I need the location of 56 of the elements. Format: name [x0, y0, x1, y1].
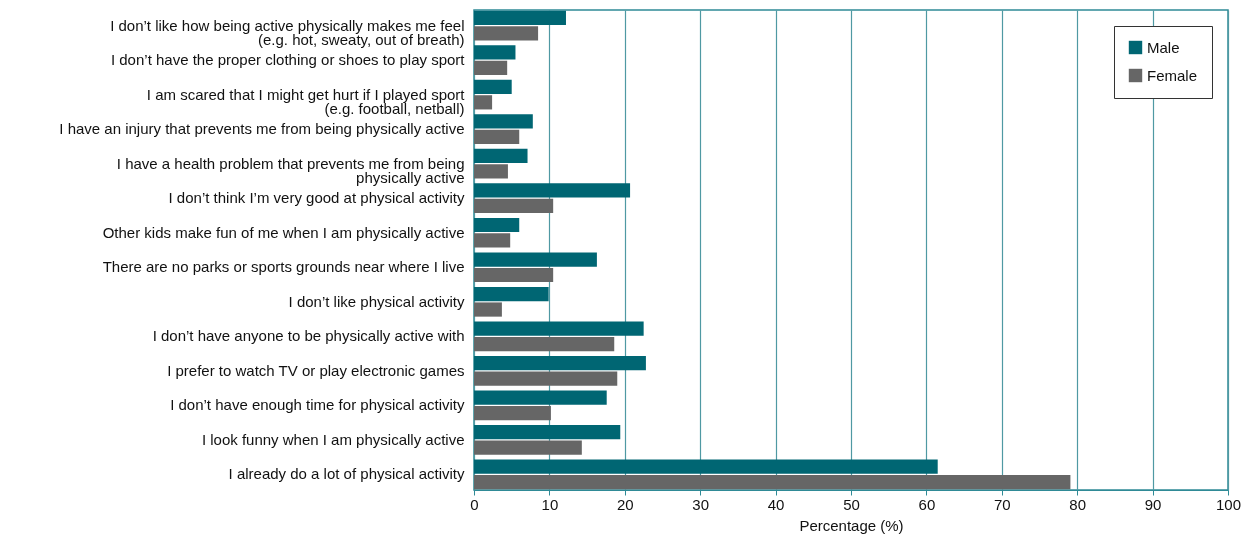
x-tick-label: 0 — [470, 495, 479, 513]
x-tick-label: 80 — [1069, 495, 1087, 513]
y-tick-label: I already do a lot of physical activity — [228, 465, 465, 483]
bar — [474, 440, 582, 455]
bar — [474, 95, 493, 110]
x-tick-label: 60 — [918, 495, 936, 513]
bar — [474, 26, 539, 41]
bar — [474, 425, 621, 440]
bar — [474, 79, 512, 94]
legend-label: Female — [1147, 66, 1198, 84]
y-tick-label: I am scared that I might get hurt if I played sport (e.g. football, netball) — [146, 85, 466, 117]
bar — [474, 406, 551, 421]
bar — [474, 302, 502, 317]
bar — [474, 198, 554, 214]
bar — [474, 217, 520, 233]
bar — [474, 114, 533, 129]
y-tick-label: I prefer to watch TV or play electronic games — [167, 361, 465, 379]
y-tick-label: I don’t have the proper clothing or shoes to play sport — [110, 51, 466, 69]
bar — [474, 45, 516, 60]
x-tick-label: 100 — [1215, 495, 1242, 513]
x-axis-title: Percentage (%) — [799, 516, 904, 534]
y-tick-label: Other kids make fun of me when I am physically active — [102, 223, 465, 241]
bar — [474, 390, 607, 405]
x-tick-label: 10 — [541, 495, 559, 513]
y-tick-label: I don’t like physical activity — [288, 292, 465, 310]
bar — [474, 183, 631, 198]
x-tick-label: 70 — [993, 495, 1011, 513]
bar — [474, 371, 618, 386]
x-tick-label: 30 — [692, 495, 710, 513]
y-tick-label: I look funny when I am physically active — [201, 430, 465, 448]
y-tick-label: I don’t think I’m very good at physical activity — [168, 189, 465, 207]
bar — [474, 233, 511, 248]
x-tick-label: 90 — [1144, 495, 1162, 513]
bar — [474, 267, 554, 283]
bar — [474, 60, 508, 75]
y-tick-label: I don’t have enough time for physical activity — [170, 396, 465, 414]
bar — [474, 129, 520, 144]
y-tick-label: There are no parks or sports grounds near where I live — [102, 258, 465, 276]
bar — [474, 10, 566, 25]
y-tick-label: I have a health problem that prevents me from being physically active — [116, 154, 465, 186]
x-tick-label: 20 — [616, 495, 634, 513]
y-tick-label: I don’t like how being active physically makes me feel (e.g. hot, sweaty, out of breath) — [110, 16, 465, 48]
bar — [474, 459, 938, 474]
bar — [474, 321, 644, 336]
bar — [474, 356, 646, 371]
bar — [474, 475, 1071, 490]
x-tick-label: 40 — [767, 495, 785, 513]
bar — [474, 252, 597, 267]
y-tick-label: I don’t have anyone to be physically active with — [152, 327, 465, 345]
y-tick-label: I have an injury that prevents me from being physically active — [59, 120, 465, 138]
bar — [474, 336, 615, 352]
x-tick-label: 50 — [843, 495, 860, 513]
bar — [474, 148, 528, 164]
bar — [474, 286, 549, 302]
bar — [474, 164, 508, 179]
legend-label: Male — [1147, 38, 1180, 56]
